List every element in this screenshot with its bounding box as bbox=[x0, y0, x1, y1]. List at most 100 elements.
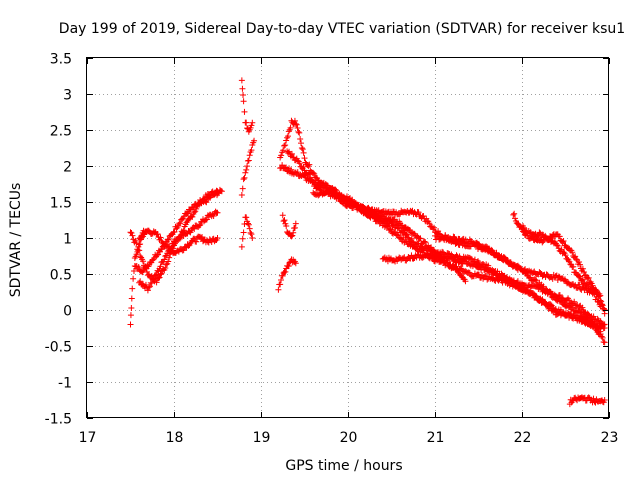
data-point bbox=[288, 233, 295, 240]
data-point bbox=[532, 276, 539, 283]
data-point bbox=[176, 235, 183, 242]
data-point bbox=[435, 228, 442, 235]
data-point bbox=[284, 133, 291, 140]
data-point bbox=[464, 240, 471, 247]
data-point bbox=[573, 256, 580, 263]
data-point bbox=[278, 152, 285, 159]
data-point bbox=[551, 307, 558, 314]
data-point bbox=[156, 274, 163, 281]
data-point bbox=[387, 218, 394, 225]
data-point bbox=[189, 213, 196, 220]
data-point bbox=[165, 236, 172, 243]
data-point bbox=[241, 108, 248, 115]
data-point bbox=[420, 212, 427, 219]
data-point bbox=[240, 98, 247, 105]
data-point bbox=[242, 169, 249, 176]
data-point bbox=[127, 312, 134, 319]
y-tick-label: 3 bbox=[63, 88, 72, 104]
data-point bbox=[576, 281, 583, 288]
data-point bbox=[599, 301, 606, 308]
data-point bbox=[243, 119, 250, 126]
data-point bbox=[403, 231, 410, 238]
data-point bbox=[395, 224, 402, 231]
data-point bbox=[383, 223, 390, 230]
data-point bbox=[599, 305, 606, 312]
data-point bbox=[239, 235, 246, 242]
data-point bbox=[533, 277, 540, 284]
data-point bbox=[377, 219, 384, 226]
data-point bbox=[148, 273, 155, 280]
data-point bbox=[387, 226, 394, 233]
data-point bbox=[238, 77, 245, 84]
data-point bbox=[291, 117, 298, 124]
data-point bbox=[500, 273, 507, 280]
data-point bbox=[218, 188, 225, 195]
data-point bbox=[184, 210, 191, 217]
data-point bbox=[601, 321, 608, 328]
data-point bbox=[296, 160, 303, 167]
data-point bbox=[601, 397, 608, 403]
data-point bbox=[577, 273, 583, 280]
data-point bbox=[283, 137, 290, 144]
data-point bbox=[471, 256, 478, 263]
data-point bbox=[562, 252, 569, 259]
data-point bbox=[152, 272, 159, 279]
data-point bbox=[482, 243, 489, 250]
data-point bbox=[145, 284, 152, 291]
data-point bbox=[514, 278, 521, 285]
data-point bbox=[593, 287, 600, 294]
data-point bbox=[251, 137, 258, 144]
data-point bbox=[285, 262, 292, 269]
data-point bbox=[291, 224, 298, 231]
x-tick-label: 17 bbox=[79, 430, 97, 446]
data-point bbox=[249, 119, 256, 126]
y-tick-label: 2.5 bbox=[50, 124, 72, 140]
data-point bbox=[137, 253, 144, 260]
y-tick-label: 1 bbox=[63, 232, 72, 248]
data-point bbox=[279, 212, 286, 219]
data-point bbox=[290, 229, 297, 236]
data-point bbox=[527, 274, 534, 281]
data-point bbox=[279, 272, 286, 279]
data-point bbox=[570, 263, 577, 270]
data-point bbox=[579, 316, 586, 323]
data-point bbox=[283, 223, 290, 230]
data-point bbox=[353, 200, 360, 207]
data-point bbox=[295, 128, 302, 135]
data-point bbox=[598, 298, 605, 305]
data-point bbox=[300, 149, 307, 156]
data-point bbox=[238, 243, 245, 250]
x-tick-label: 18 bbox=[166, 430, 184, 446]
data-point bbox=[417, 235, 424, 242]
data-point bbox=[282, 142, 289, 149]
data-point bbox=[177, 220, 184, 227]
data-point bbox=[135, 263, 142, 270]
data-point bbox=[557, 306, 564, 313]
data-point bbox=[239, 85, 246, 92]
data-point bbox=[247, 229, 254, 236]
data-point bbox=[396, 211, 403, 218]
data-point bbox=[281, 217, 288, 224]
y-tick-label: -1 bbox=[58, 376, 72, 392]
data-point bbox=[512, 215, 519, 222]
data-point bbox=[559, 238, 566, 245]
data-point bbox=[130, 275, 137, 282]
data-point bbox=[240, 176, 247, 183]
plot-frame bbox=[86, 57, 609, 418]
data-point bbox=[580, 269, 587, 276]
data-point bbox=[585, 274, 592, 281]
data-point bbox=[245, 221, 252, 228]
data-point bbox=[510, 211, 517, 218]
data-point bbox=[137, 241, 144, 248]
y-axis-label: SDTVAR / TECUs bbox=[8, 183, 24, 298]
data-point bbox=[596, 325, 603, 332]
data-point bbox=[543, 301, 550, 308]
data-point bbox=[501, 254, 508, 261]
data-point bbox=[296, 129, 303, 136]
data-point bbox=[485, 262, 492, 269]
data-point bbox=[146, 283, 153, 290]
data-point bbox=[240, 92, 247, 99]
data-point bbox=[289, 232, 296, 239]
data-point bbox=[150, 276, 157, 283]
y-tick-label: 2 bbox=[63, 160, 72, 176]
